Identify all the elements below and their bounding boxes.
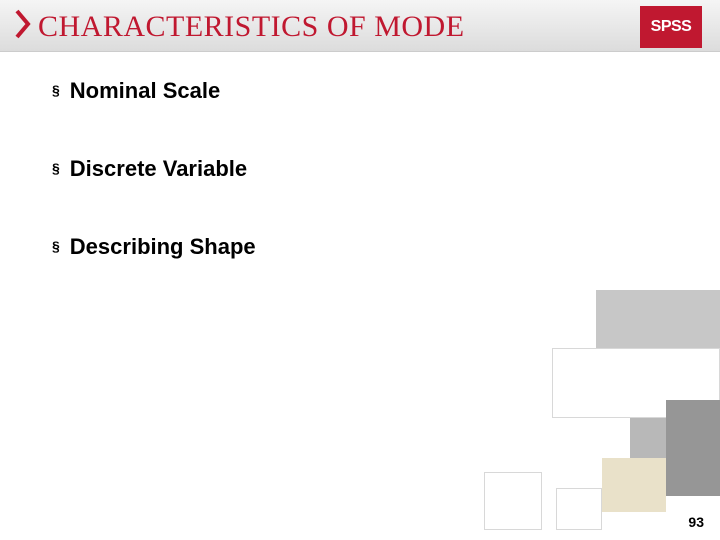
decor-box: [484, 472, 542, 530]
header-bar: CHARACTERISTICS OF MODE SPSS: [0, 0, 720, 52]
bullet-mark: §: [52, 82, 60, 98]
slide-title: CHARACTERISTICS OF MODE: [38, 10, 465, 44]
bullet-text: Nominal Scale: [70, 78, 220, 104]
decor-box: [556, 488, 602, 530]
bullet-text: Describing Shape: [70, 234, 256, 260]
spss-logo: SPSS: [640, 6, 702, 48]
page-number: 93: [688, 514, 704, 530]
bullet-mark: §: [52, 238, 60, 254]
chevron-icon: [14, 8, 34, 40]
bullet-mark: §: [52, 160, 60, 176]
decor-box: [630, 418, 666, 458]
bullet-text: Discrete Variable: [70, 156, 247, 182]
decor-box: [596, 290, 720, 348]
list-item: § Discrete Variable: [52, 156, 256, 182]
decor-box: [602, 458, 666, 512]
decor-box: [666, 400, 720, 496]
list-item: § Describing Shape: [52, 234, 256, 260]
list-item: § Nominal Scale: [52, 78, 256, 104]
bullet-list: § Nominal Scale § Discrete Variable § De…: [52, 78, 256, 312]
